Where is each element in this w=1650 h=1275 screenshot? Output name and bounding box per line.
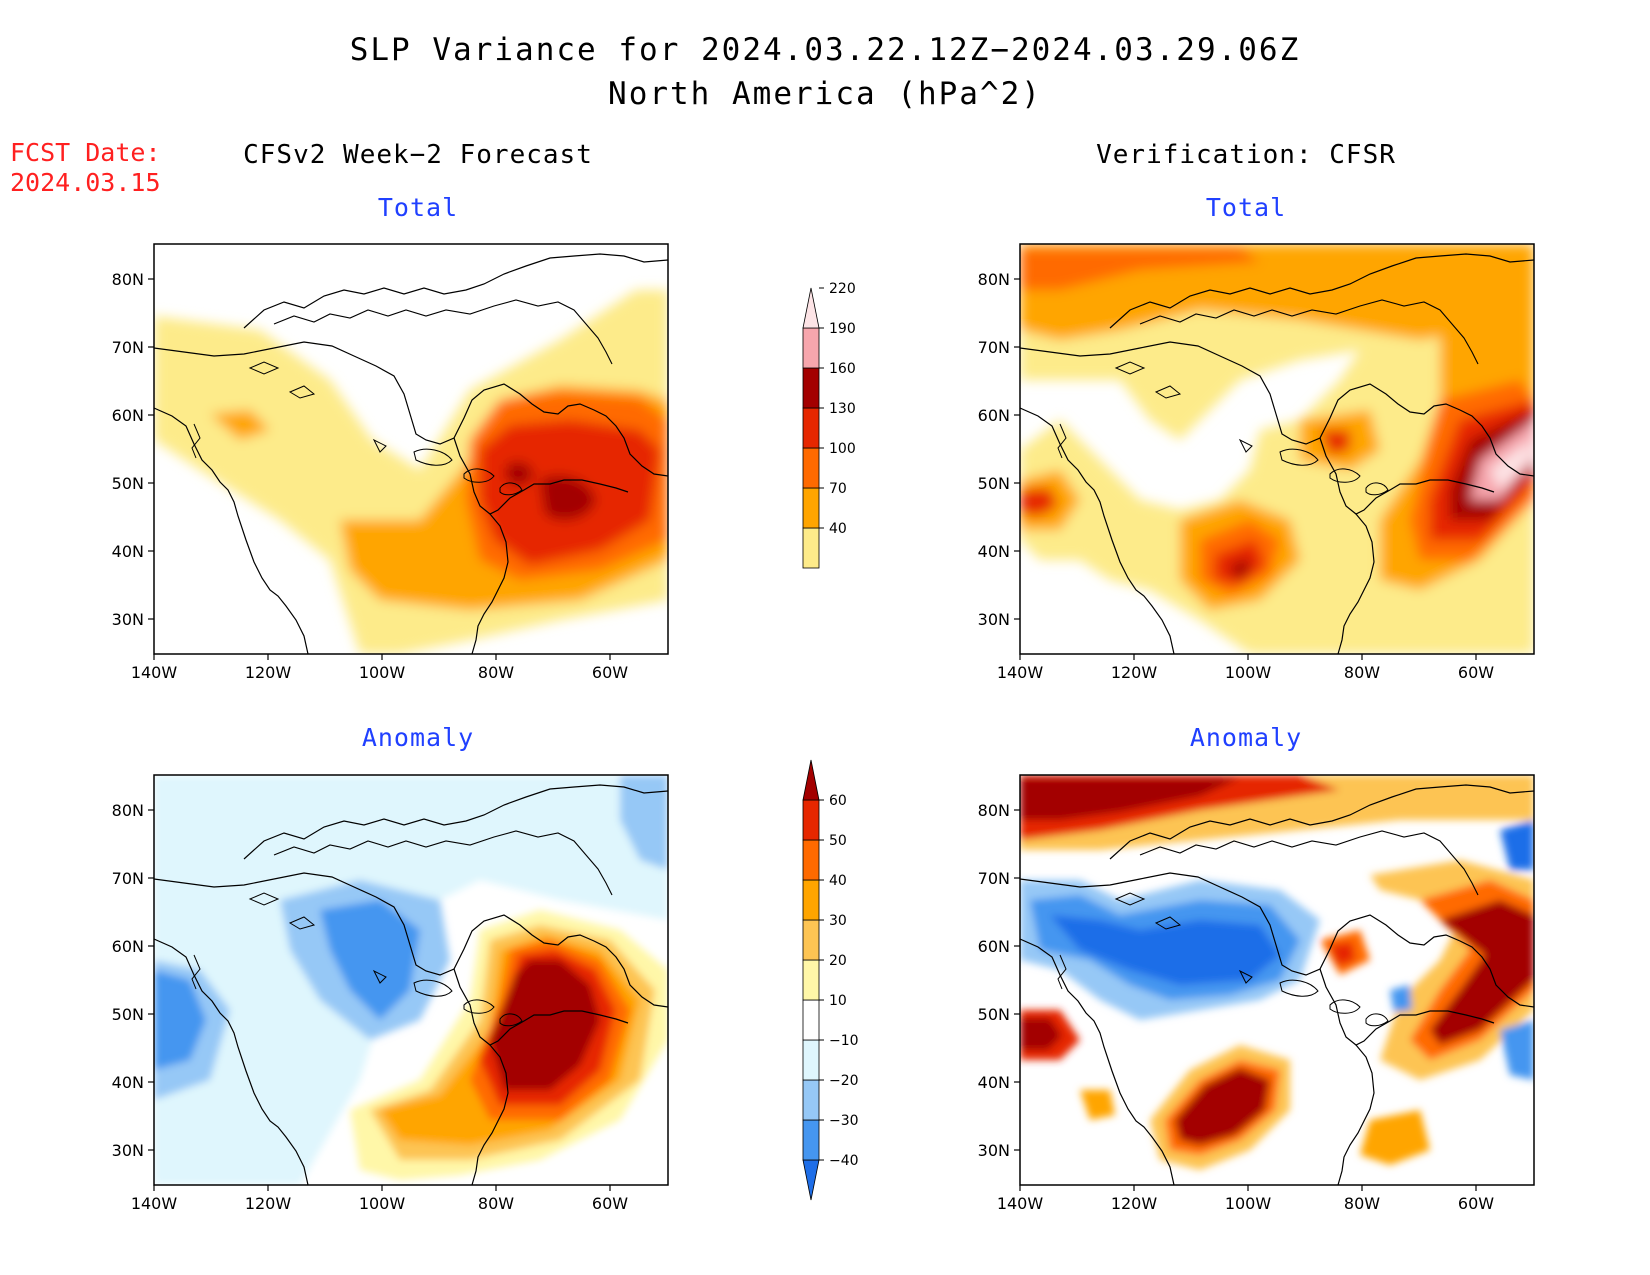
anomaly-colorbar: −40 −30 −20 −10 10 20 30 40 50 60 [802, 759, 859, 1201]
lat-label: 70N [112, 869, 144, 888]
colorbar-label: 50 [829, 833, 847, 849]
colorbar-label: 10 [829, 993, 847, 1009]
colorbar-label: 30 [829, 913, 847, 929]
verification-anomaly-panel [1019, 774, 1535, 1186]
colorbar-label: 70 [829, 481, 847, 497]
lon-label: 140W [997, 663, 1044, 682]
forecast-column-heading: CFSv2 Week−2 Forecast [243, 140, 593, 170]
colorbar-segment [802, 1079, 820, 1121]
colorbar-label: 190 [829, 321, 856, 337]
lat-label: 80N [112, 801, 144, 820]
colorbar-label: 160 [829, 361, 856, 377]
colorbar-label: 40 [829, 521, 847, 537]
lon-label: 80W [478, 663, 514, 682]
lon-label: 80W [478, 1194, 514, 1213]
colorbar-segment [802, 407, 820, 449]
colorbar-segment [802, 1119, 820, 1161]
lat-label: 60N [112, 406, 144, 425]
forecast-total-panel [153, 243, 669, 655]
lon-label: 120W [1111, 663, 1158, 682]
main-subtitle: North America (hPa^2) [608, 76, 1042, 112]
colorbar-segment [802, 1159, 820, 1201]
colorbar-segment [802, 527, 820, 569]
colorbar-label: −10 [829, 1033, 859, 1049]
lat-label: 70N [112, 338, 144, 357]
colorbar-segment [802, 367, 820, 409]
lat-label: 40N [978, 1073, 1010, 1092]
colorbar-label: −30 [829, 1113, 859, 1129]
forecast-date-label: FCST Date: [10, 138, 161, 167]
lon-label: 100W [1225, 663, 1272, 682]
lat-label: 70N [978, 869, 1010, 888]
lat-label: 30N [978, 610, 1010, 629]
lat-label: 80N [112, 270, 144, 289]
colorbar-segment [802, 999, 820, 1041]
colorbar-segment [802, 327, 820, 369]
lat-label: 30N [978, 1141, 1010, 1160]
main-title: SLP Variance for 2024.03.22.12Z−2024.03.… [349, 32, 1301, 68]
lat-label: 40N [112, 542, 144, 561]
total-colorbar: 40 70 100 130 160 190 220 [802, 281, 856, 569]
colorbar-label: −40 [829, 1153, 859, 1169]
colorbar-segment [802, 447, 820, 489]
verification-column-heading: Verification: CFSR [1096, 140, 1396, 170]
colorbar-segment [802, 919, 820, 961]
lat-label: 40N [978, 542, 1010, 561]
colorbar-label: 130 [829, 401, 856, 417]
lon-label: 80W [1344, 1194, 1380, 1213]
colorbar-segment [802, 487, 820, 529]
lat-label: 80N [978, 801, 1010, 820]
lat-label: 30N [112, 610, 144, 629]
forecast-date-block: FCST Date: 2024.03.15 [10, 138, 161, 198]
colorbar-segment [802, 799, 820, 841]
lon-label: 60W [1458, 663, 1494, 682]
lon-label: 120W [245, 1194, 292, 1213]
lat-label: 50N [978, 1005, 1010, 1024]
lat-label: 70N [978, 338, 1010, 357]
colorbars: 40 70 100 130 160 190 220 −40 −30 −20 −10 10 20 30 40 5… [802, 281, 859, 1201]
lat-label: 40N [112, 1073, 144, 1092]
colorbar-label: −20 [829, 1073, 859, 1089]
verification-anomaly-subtitle: Anomaly [1189, 723, 1303, 752]
lon-label: 60W [1458, 1194, 1494, 1213]
lon-label: 100W [359, 1194, 406, 1213]
colorbar-label: 60 [829, 793, 847, 809]
forecast-total-subtitle: Total [377, 193, 459, 222]
colorbar-segment [802, 879, 820, 921]
verification-total-subtitle: Total [1205, 193, 1287, 222]
lon-label: 140W [997, 1194, 1044, 1213]
colorbar-label: 20 [829, 953, 847, 969]
lat-label: 50N [112, 474, 144, 493]
forecast-date-value: 2024.03.15 [10, 168, 161, 197]
lon-label: 100W [359, 663, 406, 682]
colorbar-segment [802, 287, 820, 329]
colorbar-segment [802, 839, 820, 881]
map-axes: 80N 70N 60N 50N 40N 30N 140W 120W 100W 80W 60W 80N 7… [112, 270, 1495, 1213]
lon-label: 80W [1344, 663, 1380, 682]
colorbar-label: 100 [829, 441, 856, 457]
colorbar-segment [802, 1039, 820, 1081]
lon-label: 100W [1225, 1194, 1272, 1213]
lon-label: 120W [1111, 1194, 1158, 1213]
lon-label: 120W [245, 663, 292, 682]
colorbar-segment [802, 959, 820, 1001]
forecast-anomaly-panel [153, 774, 669, 1186]
verification-total-panel [1019, 243, 1535, 655]
lat-label: 60N [978, 406, 1010, 425]
forecast-anomaly-subtitle: Anomaly [361, 723, 475, 752]
colorbar-label: 40 [829, 873, 847, 889]
lon-label: 140W [131, 1194, 178, 1213]
colorbar-segment [802, 759, 820, 801]
lon-label: 140W [131, 663, 178, 682]
lat-label: 60N [978, 937, 1010, 956]
lon-label: 60W [592, 1194, 628, 1213]
lat-label: 60N [112, 937, 144, 956]
lat-label: 80N [978, 270, 1010, 289]
colorbar-label: 220 [829, 281, 856, 297]
lon-label: 60W [592, 663, 628, 682]
lat-label: 30N [112, 1141, 144, 1160]
lat-label: 50N [978, 474, 1010, 493]
lat-label: 50N [112, 1005, 144, 1024]
